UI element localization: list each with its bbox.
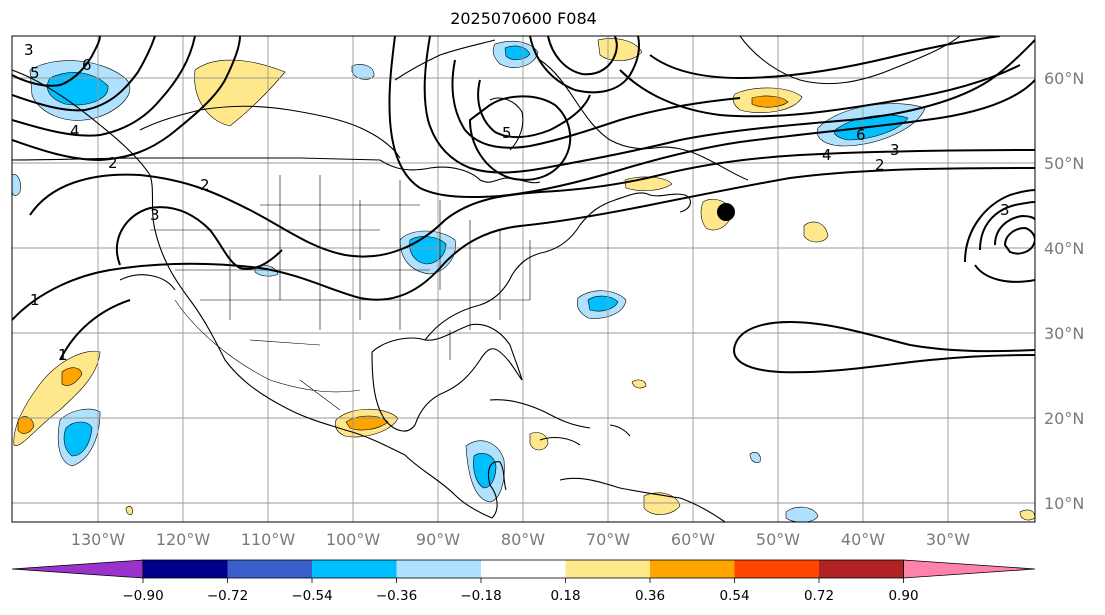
colorbar-label: −0.90 (122, 588, 163, 604)
map-frame (11, 35, 1036, 523)
colorbar-label: −0.18 (460, 588, 501, 604)
positive-anomaly-area (803, 221, 829, 243)
contour-label: 6 (82, 56, 92, 74)
state-borders (150, 175, 531, 411)
colorbar-segment (565, 560, 650, 578)
lon-label: 40°W (841, 530, 885, 549)
colorbar-segment (227, 560, 312, 578)
positive-anomaly-area (17, 416, 35, 434)
lon-label: 130°W (71, 530, 126, 549)
positive-anomaly-area (345, 415, 389, 431)
contour-label: 1 (58, 346, 68, 364)
contour-label: 5 (30, 64, 40, 82)
positive-anomaly-area (125, 506, 133, 515)
colorbar-label: 0.54 (719, 588, 749, 604)
positive-anomaly-area (61, 367, 83, 386)
negative-anomaly-area (473, 453, 497, 489)
colorbar-segment (650, 560, 735, 578)
lon-label: 50°W (756, 530, 800, 549)
shaded-anomalies (12, 38, 1035, 522)
lat-label: 20°N (1044, 409, 1084, 428)
lon-label: 120°W (156, 530, 211, 549)
lat-label: 60°N (1044, 69, 1084, 88)
colorbar-label: 0.72 (804, 588, 834, 604)
storm-center-dot (717, 203, 735, 221)
lon-label: 30°W (926, 530, 970, 549)
lat-label: 30°N (1044, 324, 1084, 343)
colorbar-label: −0.72 (207, 588, 248, 604)
positive-anomaly-area (529, 432, 549, 451)
contour-label: 6 (856, 126, 866, 144)
contour-label: 5 (502, 124, 512, 142)
contour-label-layer: 1 1 2 2 2 3 3 3 3 4 4 5 5 6 6 (24, 41, 1010, 364)
lon-label: 100°W (326, 530, 381, 549)
colorbar-outline (142, 559, 904, 579)
colorbar-segment (396, 560, 481, 578)
map-area: 1 1 2 2 2 3 3 3 3 4 4 5 5 6 6 (12, 36, 1035, 522)
lon-label: 110°W (241, 530, 296, 549)
colorbar: −0.90 −0.72 −0.54 −0.36 −0.18 0.18 0.36 … (11, 559, 1036, 604)
contour-label: 4 (70, 122, 80, 140)
lon-label: 80°W (501, 530, 545, 549)
negative-anomaly-area (587, 295, 619, 312)
graticule (12, 36, 1035, 522)
negative-anomaly-area (504, 45, 531, 60)
colorbar-under-arrow (11, 559, 144, 579)
longitude-labels: 130°W 120°W 110°W 100°W 90°W 80°W 70°W 6… (71, 530, 970, 549)
colorbar-ticks (142, 578, 904, 583)
contour-label: 3 (24, 41, 34, 59)
positive-anomaly-area (751, 95, 789, 108)
negative-anomaly-area (785, 506, 819, 522)
colorbar-label: 0.90 (888, 588, 918, 604)
latitude-labels: 60°N 50°N 40°N 30°N 20°N 10°N (1044, 69, 1084, 513)
lat-label: 50°N (1044, 154, 1084, 173)
positive-anomaly-area (1019, 509, 1035, 521)
negative-anomaly-area (749, 452, 761, 463)
contour-label: 3 (1000, 201, 1010, 219)
contour-label: 2 (875, 156, 885, 174)
positive-anomaly-area (631, 379, 647, 389)
colorbar-label: −0.36 (376, 588, 417, 604)
lat-label: 10°N (1044, 494, 1084, 513)
colorbar-label: 0.36 (635, 588, 665, 604)
contour-label: 4 (822, 146, 832, 164)
lon-label: 60°W (671, 530, 715, 549)
lon-label: 90°W (416, 530, 460, 549)
colorbar-segment (143, 560, 228, 578)
colorbar-segment (734, 560, 819, 578)
map-title: 2025070600 F084 (450, 9, 597, 28)
colorbar-segment (819, 560, 904, 578)
colorbar-label: −0.54 (291, 588, 332, 604)
colorbar-segment (312, 560, 397, 578)
negative-anomaly-area (63, 421, 93, 457)
colorbar-segment (481, 560, 566, 578)
contour-label: 2 (108, 154, 118, 172)
coastlines (12, 36, 961, 522)
contour-label: 2 (200, 176, 210, 194)
lat-label: 40°N (1044, 239, 1084, 258)
colorbar-over-arrow (903, 559, 1036, 579)
contour-lines (12, 36, 1035, 374)
contour-label: 3 (150, 206, 160, 224)
contour-label: 1 (30, 291, 40, 309)
lon-label: 70°W (586, 530, 630, 549)
contour-label: 3 (890, 141, 900, 159)
positive-anomaly-area (643, 492, 681, 515)
colorbar-labels: −0.90 −0.72 −0.54 −0.36 −0.18 0.18 0.36 … (122, 588, 918, 604)
colorbar-label: 0.18 (550, 588, 580, 604)
negative-anomaly-area (351, 64, 375, 80)
